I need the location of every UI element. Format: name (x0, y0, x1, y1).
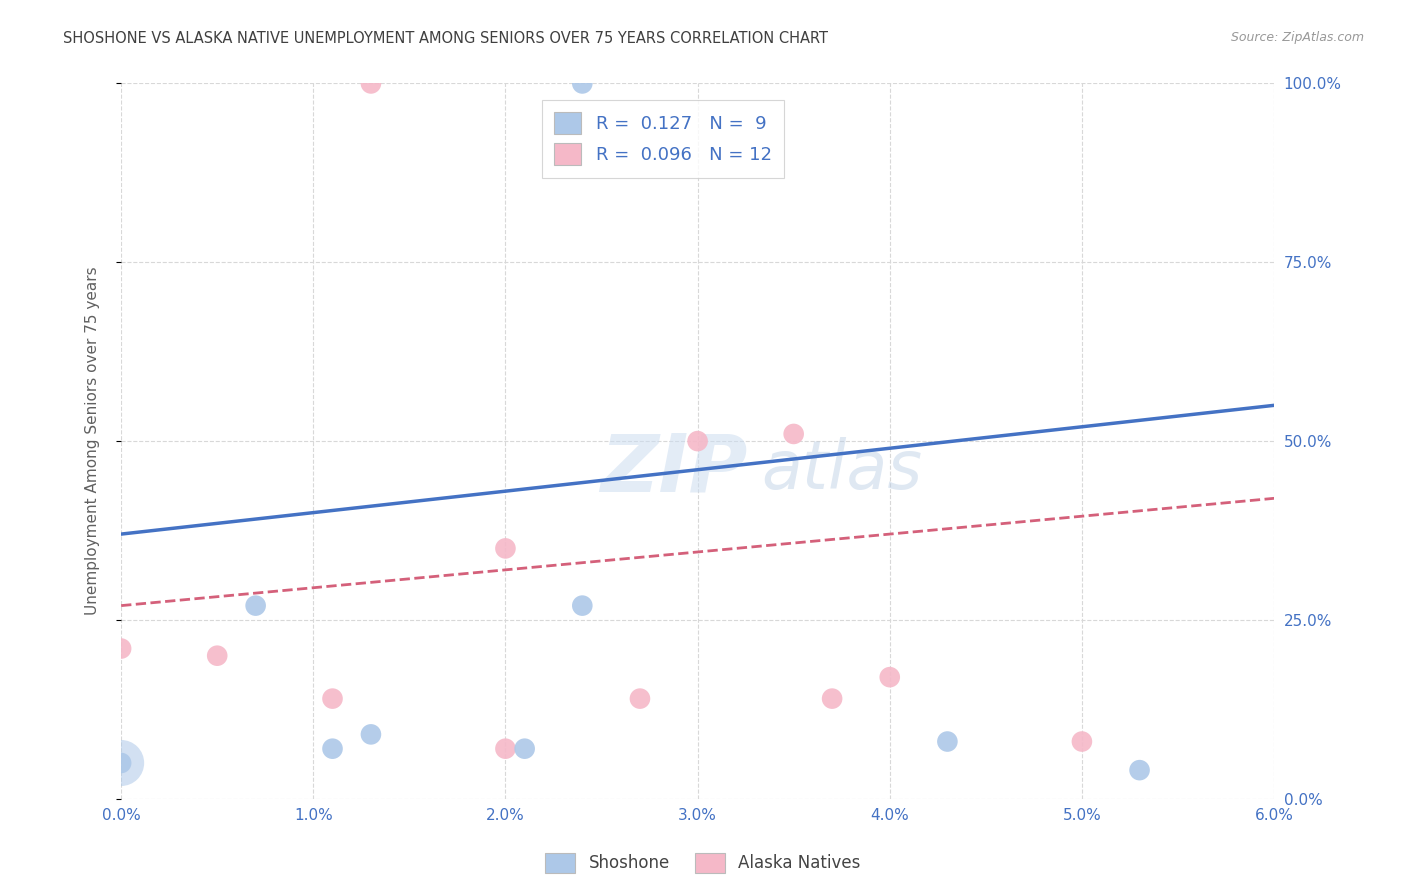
Text: SHOSHONE VS ALASKA NATIVE UNEMPLOYMENT AMONG SENIORS OVER 75 YEARS CORRELATION C: SHOSHONE VS ALASKA NATIVE UNEMPLOYMENT A… (63, 31, 828, 46)
Text: Source: ZipAtlas.com: Source: ZipAtlas.com (1230, 31, 1364, 45)
Point (110, 756, 132, 770)
Point (110, 756, 132, 770)
Point (821, 691, 844, 706)
Point (494, 541, 516, 556)
Point (513, 741, 536, 756)
Point (571, 599, 593, 613)
Point (205, 648, 228, 663)
Point (782, 426, 804, 441)
Point (686, 434, 709, 449)
Point (494, 741, 516, 756)
Point (1070, 734, 1092, 748)
Point (245, 599, 267, 613)
Point (360, 77, 382, 91)
Y-axis label: Unemployment Among Seniors over 75 years: Unemployment Among Seniors over 75 years (86, 267, 100, 615)
Point (110, 641, 132, 656)
Point (571, 77, 593, 91)
Point (936, 734, 959, 748)
Legend: R =  0.127   N =  9, R =  0.096   N = 12: R = 0.127 N = 9, R = 0.096 N = 12 (541, 100, 785, 178)
Text: atlas: atlas (761, 437, 922, 503)
Legend: Shoshone, Alaska Natives: Shoshone, Alaska Natives (538, 847, 868, 880)
Point (321, 691, 343, 706)
Text: ZIP: ZIP (599, 431, 747, 508)
Point (321, 741, 343, 756)
Point (360, 727, 382, 741)
Point (628, 691, 651, 706)
Point (1128, 763, 1150, 777)
Point (879, 670, 901, 684)
